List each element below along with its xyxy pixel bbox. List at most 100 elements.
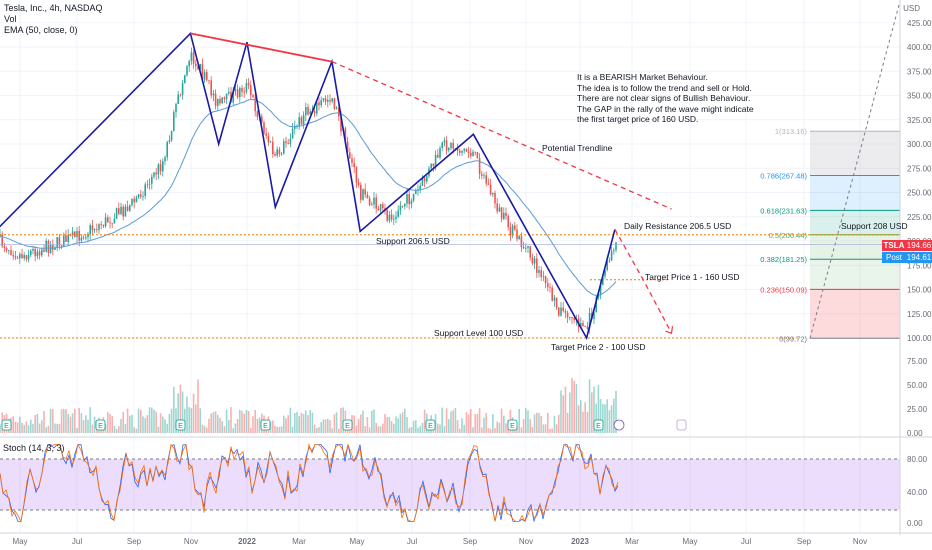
volume-bar [280,426,283,433]
volume-bar [49,408,52,433]
x-tick-label: Jul [741,537,751,546]
candle-body [120,206,122,214]
candle-body [228,91,230,94]
volume-bar [571,378,573,433]
candle-body [225,93,228,100]
candle-body [63,235,65,247]
volume-bar [355,425,358,433]
volume-bar [250,428,252,433]
candle-body [71,231,74,236]
volume-bar [118,426,120,433]
volume-bar [371,410,373,433]
candle-body [247,83,250,86]
candle-body [379,204,382,211]
volume-bar [157,426,160,433]
volume-bar [463,424,465,433]
volume-bar [181,391,184,433]
candle-body [221,97,223,104]
candle-body [498,207,501,212]
candle-body [87,233,89,238]
volume-bar [16,422,19,433]
volume-bar [467,414,470,433]
candle-body [525,247,527,249]
volume-bar [274,425,276,433]
candle-body [386,210,388,221]
candle-body [274,153,276,156]
candle-body [82,237,85,239]
candle-body [375,197,377,209]
candle-body [500,207,503,219]
candle-body [373,197,375,205]
x-tick-label: 2022 [238,537,256,546]
volume-bar [309,410,311,433]
volume-bar [294,413,296,433]
volume-bar [131,414,133,433]
volume-bar [43,410,45,433]
volume-bar [225,409,228,433]
stoch-tick-label: 80.00 [907,455,928,464]
volume-bar [60,409,63,433]
candle-body [179,94,182,96]
volume-bar [82,420,85,433]
volume-bar [536,412,538,433]
candle-body [5,248,8,251]
volume-bar [503,415,505,433]
volume-bar [313,424,316,433]
candle-body [58,237,61,246]
volume-bar [399,413,402,433]
volume-bar [478,408,481,433]
candle-body [364,189,366,195]
x-tick-label: May [349,537,364,546]
x-tick-label: Mar [292,537,306,546]
currency-label: USD [903,4,920,13]
candle-body [507,216,509,228]
candle-body [252,95,254,98]
volume-bar [566,412,569,433]
volume-bar [401,412,404,433]
volume-bar [580,400,582,433]
earnings-marker [95,419,106,431]
candle-body [397,210,399,217]
volume-bar [126,408,129,433]
volume-bar [357,418,360,433]
volume-bar [87,419,89,433]
ema-50-line [0,98,617,296]
volume-bar [456,420,459,433]
candle-body [472,151,474,157]
candle-body [289,138,292,144]
candle-body [135,197,138,203]
ema-label: EMA (50, close, 0) [4,25,78,35]
candle-body [470,152,472,157]
volume-bar [197,379,199,433]
candle-body [89,225,91,234]
volume-bar [14,421,17,433]
volume-bar [406,416,408,433]
candle-body [111,223,113,224]
analysis-note: It is a BEARISH Market Behaviour. The id… [577,72,767,125]
volume-bar [335,412,338,433]
candle-body [357,182,360,185]
candle-body [540,270,542,277]
volume-bar [41,420,43,433]
candle-body [283,141,285,154]
candle-body [434,154,437,167]
volume-bar [434,414,437,433]
volume-bar [404,408,406,433]
volume-bar [56,423,58,433]
volume-bar [307,415,309,433]
candle-body [30,250,32,256]
candle-body [78,231,80,241]
volume-bar [311,412,314,433]
volume-bar [206,427,208,433]
volume-bar [439,424,441,433]
volume-bar [91,424,94,433]
volume-bar [551,428,553,433]
volume-bar [316,427,318,433]
volume-bar [527,410,529,433]
candle-body [1,234,3,247]
volume-bar [487,428,490,433]
earnings-marker [1,419,12,431]
candle-body [465,148,468,152]
volume-bar [485,413,487,433]
